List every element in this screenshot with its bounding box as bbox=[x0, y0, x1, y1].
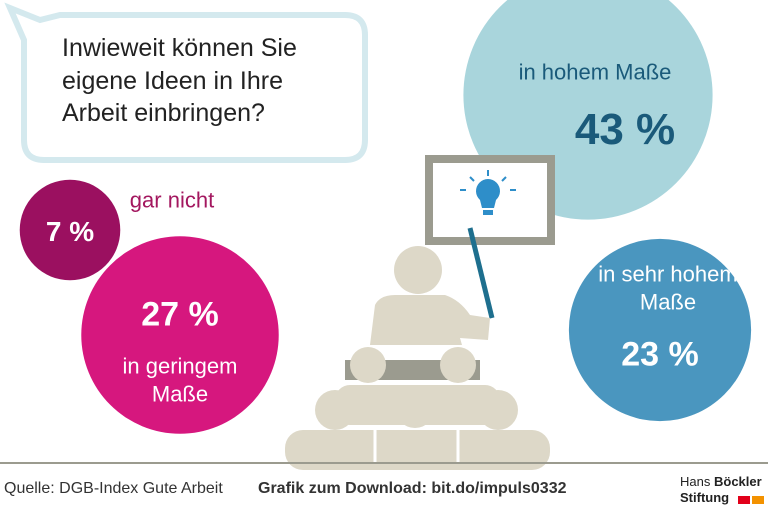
category-label: in geringem Maße bbox=[122, 353, 238, 407]
value-label: 27 % bbox=[141, 295, 219, 334]
bubble bbox=[568, 238, 752, 422]
logo-text: Stiftung bbox=[680, 489, 730, 505]
value-label: 23 % bbox=[621, 335, 699, 374]
chart-title: Inwieweit können Sie eigene Ideen in Ihr… bbox=[62, 34, 297, 127]
bubble bbox=[19, 179, 121, 281]
category-label: gar nicht bbox=[129, 187, 215, 213]
category-label: in sehr hohem Maße bbox=[598, 261, 738, 315]
logo-mark bbox=[752, 496, 764, 504]
download: Grafik zum Download: bit.do/impuls0332 bbox=[258, 480, 567, 497]
logo: Hans Böckler Stiftung bbox=[680, 474, 762, 505]
logo-text: Böckler bbox=[713, 474, 762, 489]
speech-bubble bbox=[4, 2, 368, 163]
category-label: in hohem Maße bbox=[518, 59, 672, 85]
bubble bbox=[81, 236, 279, 434]
value-label: 7 % bbox=[45, 216, 95, 247]
source: Quelle: DGB-Index Gute Arbeit bbox=[4, 480, 223, 497]
logo-text: Hans bbox=[680, 474, 711, 489]
logo-mark bbox=[738, 496, 750, 504]
presenter-illustration bbox=[285, 155, 555, 470]
value-label: 43 % bbox=[574, 105, 676, 154]
